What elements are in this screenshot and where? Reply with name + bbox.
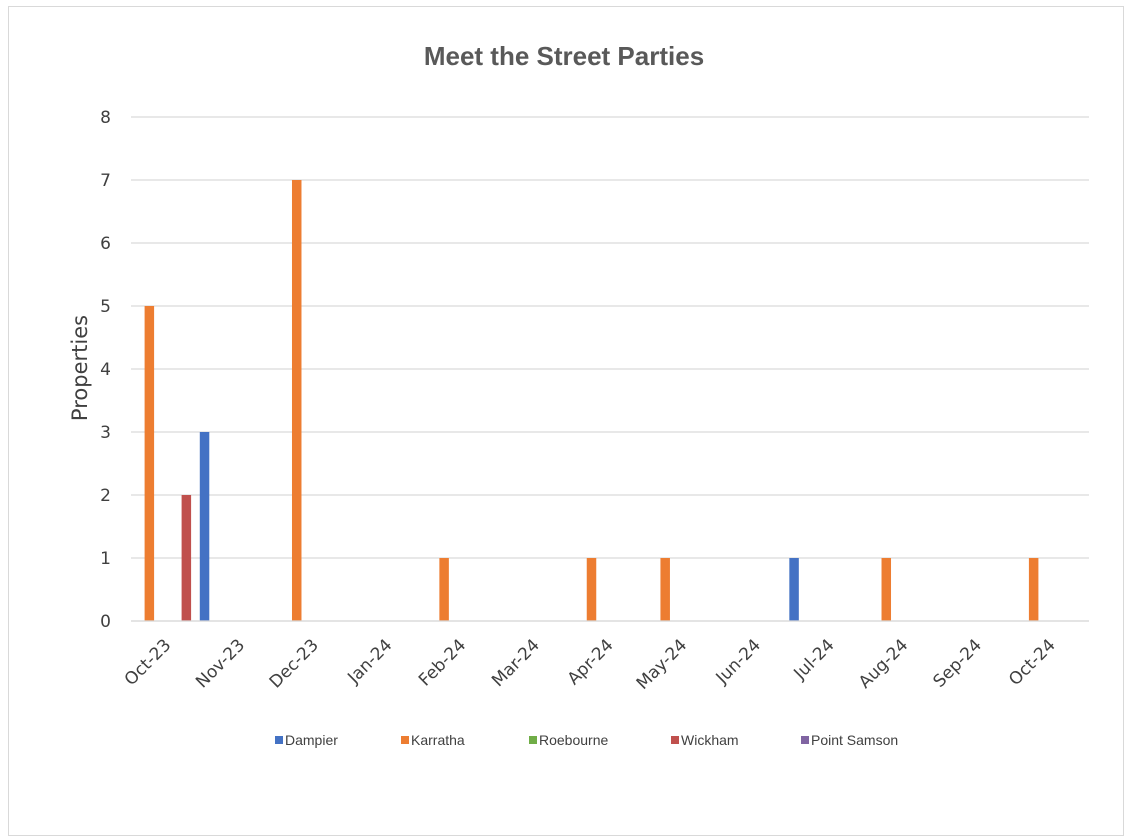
legend-item-dampier: Dampier xyxy=(275,732,338,748)
bar-karratha xyxy=(881,558,892,621)
legend-item-wickham: Wickham xyxy=(671,732,739,748)
x-tick-label: Oct-23 xyxy=(121,635,176,690)
legend-item-roebourne: Roebourne xyxy=(529,732,608,748)
legend-swatch xyxy=(401,736,409,744)
x-tick-label: Nov-23 xyxy=(192,635,249,692)
bar-dampier xyxy=(199,432,210,621)
legend-label: Karratha xyxy=(411,732,465,748)
legend-label: Dampier xyxy=(285,732,338,748)
legend-label: Wickham xyxy=(681,732,739,748)
x-tick-label: Jul-24 xyxy=(790,635,839,684)
bar-dampier xyxy=(789,558,799,621)
x-tick-label: Aug-24 xyxy=(855,635,912,692)
bar-karratha xyxy=(1028,558,1039,621)
bar-karratha xyxy=(144,306,155,621)
y-tick-label: 8 xyxy=(100,108,111,128)
chart-frame xyxy=(8,6,1124,836)
legend-item-point-samson: Point Samson xyxy=(801,732,898,748)
y-axis-ticks: 0 1 2 3 4 5 6 7 8 xyxy=(100,108,111,632)
x-tick-label: Jun-24 xyxy=(712,635,765,688)
x-axis-ticks: Oct-23 Nov-23 Dec-23 Jan-24 Feb-24 Mar-24 Apr-… xyxy=(121,620,1089,694)
x-tick-label: May-24 xyxy=(633,635,691,693)
legend-label: Roebourne xyxy=(539,732,608,748)
legend-swatch xyxy=(529,736,537,744)
chart-title: Meet the Street Parties xyxy=(424,41,704,71)
y-tick-label: 1 xyxy=(100,549,111,569)
y-tick-label: 7 xyxy=(100,171,111,191)
y-tick-label: 2 xyxy=(100,486,111,506)
bar-karratha xyxy=(439,558,449,621)
x-tick-label: Dec-23 xyxy=(266,635,323,692)
x-tick-label: Jan-24 xyxy=(343,635,396,688)
legend-swatch xyxy=(801,736,809,744)
bar-karratha xyxy=(291,180,302,621)
gridlines xyxy=(131,116,1089,622)
bar-karratha xyxy=(660,558,670,621)
x-tick-label: Mar-24 xyxy=(488,635,544,691)
bars xyxy=(144,180,1039,621)
legend-label: Point Samson xyxy=(811,732,898,748)
bar-karratha xyxy=(586,558,597,621)
y-tick-label: 0 xyxy=(100,612,111,632)
legend-swatch xyxy=(275,736,283,744)
x-tick-label: Sep-24 xyxy=(930,635,986,691)
x-tick-label: Oct-24 xyxy=(1005,635,1060,690)
y-tick-label: 5 xyxy=(100,297,111,317)
legend: Dampier Karratha Roebourne Wickham Point Sam… xyxy=(275,732,898,748)
y-tick-label: 3 xyxy=(100,423,111,443)
legend-item-karratha: Karratha xyxy=(401,732,465,748)
y-tick-label: 6 xyxy=(100,234,111,254)
y-axis-title: Properties xyxy=(68,315,92,421)
x-tick-label: Apr-24 xyxy=(564,635,618,689)
y-tick-label: 4 xyxy=(100,360,111,380)
legend-swatch xyxy=(671,736,679,744)
bar-wickham xyxy=(181,495,192,621)
x-tick-label: Feb-24 xyxy=(415,635,470,690)
